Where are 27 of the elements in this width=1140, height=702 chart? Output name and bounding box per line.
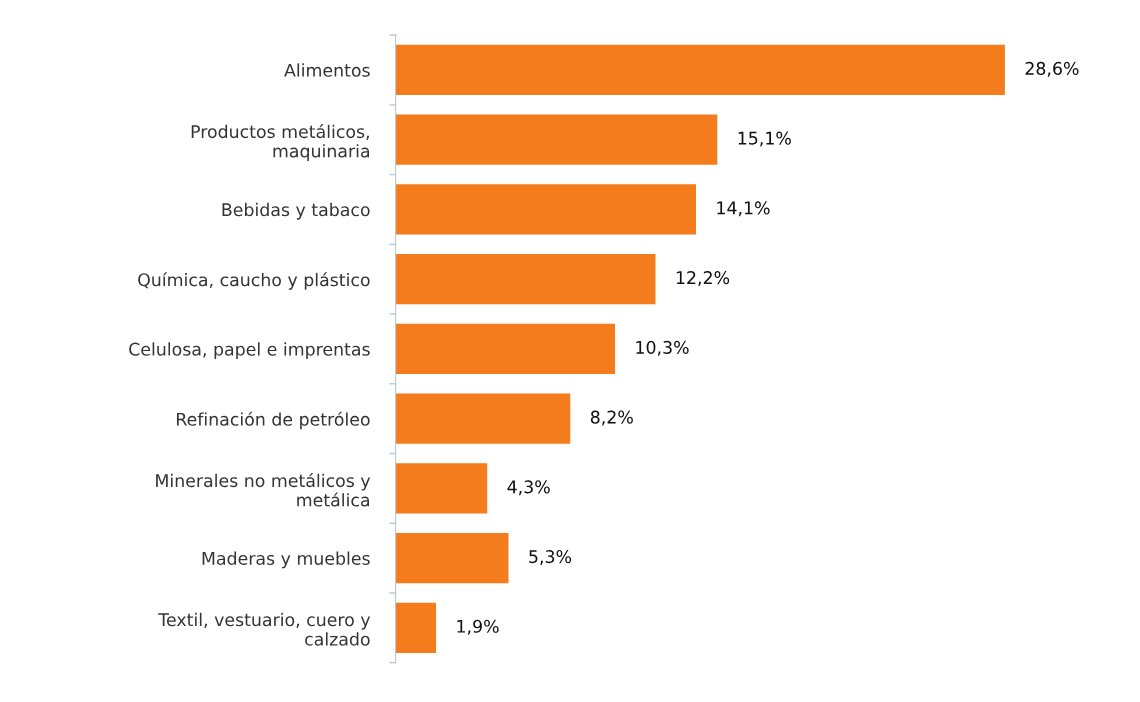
y-tick-label: Celulosa, papel e imprentas: [129, 342, 370, 360]
data-label: 12,2%: [676, 271, 730, 286]
data-label: 10,3%: [636, 340, 689, 356]
data-label: 1,9%: [457, 619, 499, 635]
bar: [395, 602, 437, 653]
bar: [395, 114, 718, 165]
y-tick-label: Refinación de petróleo: [177, 411, 370, 430]
data-label: 8,2%: [590, 410, 633, 426]
y-tick-label: Bebidas y tabaco: [222, 202, 370, 220]
bar: [395, 463, 488, 514]
y-tick-label: Alimentos: [284, 63, 370, 77]
bar: [395, 44, 1005, 96]
data-label: 15,1%: [738, 131, 791, 147]
bar: [395, 532, 509, 584]
y-tick-label: Textil, vestuario, cuero y calzado: [158, 612, 371, 646]
y-tick-label: Productos metálicos, maquinaria: [191, 124, 370, 161]
bar: [395, 184, 696, 235]
y-tick-label: Maderas y muebles: [202, 551, 370, 569]
bar: [395, 254, 656, 305]
data-label: 5,3%: [529, 550, 572, 565]
data-label: 4,3%: [507, 480, 550, 496]
data-label: 28,6%: [1025, 61, 1079, 77]
y-tick-label: Química, caucho y plástico: [138, 272, 370, 290]
bar: [395, 323, 616, 374]
data-label: 14,1%: [717, 201, 770, 217]
bar: [395, 393, 571, 444]
y-tick-label: Minerales no metálicos y metálica: [156, 473, 371, 507]
